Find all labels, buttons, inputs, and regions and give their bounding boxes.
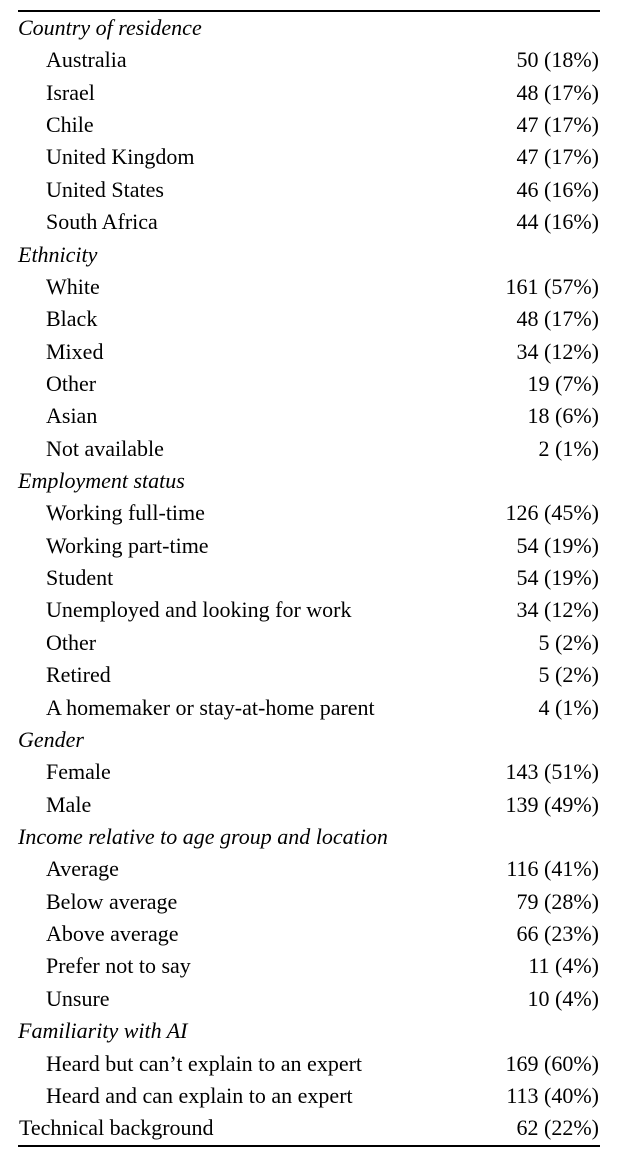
table-row-label: Prefer not to say — [18, 950, 481, 982]
table-row-label: Retired — [18, 659, 481, 691]
section-header-value — [481, 821, 600, 853]
table-row-label: Female — [18, 756, 481, 788]
table-row-value: 10 (4%) — [481, 983, 600, 1015]
table-row-value: 18 (6%) — [481, 400, 600, 432]
table-row-label: Male — [18, 789, 481, 821]
table-row-value: 113 (40%) — [481, 1080, 600, 1112]
table-row-value: 161 (57%) — [481, 271, 600, 303]
table-row-value: 116 (41%) — [481, 853, 600, 885]
table-row-value: 47 (17%) — [481, 109, 600, 141]
table-row-label: United Kingdom — [18, 141, 481, 173]
demographics-table-container: Country of residenceAustralia50 (18%)Isr… — [0, 0, 618, 1157]
table-row-value: 19 (7%) — [481, 368, 600, 400]
section-header-value — [481, 465, 600, 497]
table-row-value: 5 (2%) — [481, 659, 600, 691]
section-header: Ethnicity — [18, 239, 481, 271]
table-row-label: Working part-time — [18, 530, 481, 562]
table-row-label: Below average — [18, 886, 481, 918]
section-header: Employment status — [18, 465, 481, 497]
table-row-value: 126 (45%) — [481, 497, 600, 529]
table-row-value: 5 (2%) — [481, 627, 600, 659]
table-row-value: 50 (18%) — [481, 44, 600, 76]
demographics-table: Country of residenceAustralia50 (18%)Isr… — [18, 10, 600, 1147]
table-row-value: 46 (16%) — [481, 174, 600, 206]
final-row-value: 62 (22%) — [481, 1112, 600, 1145]
table-row-label: Above average — [18, 918, 481, 950]
table-row-value: 4 (1%) — [481, 692, 600, 724]
table-row-value: 48 (17%) — [481, 303, 600, 335]
table-row-value: 34 (12%) — [481, 594, 600, 626]
table-row-value: 47 (17%) — [481, 141, 600, 173]
table-row-value: 2 (1%) — [481, 433, 600, 465]
table-row-label: Heard and can explain to an expert — [18, 1080, 481, 1112]
table-row-label: Student — [18, 562, 481, 594]
demographics-table-body: Country of residenceAustralia50 (18%)Isr… — [18, 11, 600, 1146]
table-row-label: Chile — [18, 109, 481, 141]
table-row-label: Average — [18, 853, 481, 885]
table-row-value: 44 (16%) — [481, 206, 600, 238]
table-row-label: Mixed — [18, 336, 481, 368]
table-row-label: Unemployed and looking for work — [18, 594, 481, 626]
table-row-label: Israel — [18, 77, 481, 109]
table-row-label: White — [18, 271, 481, 303]
section-header: Gender — [18, 724, 481, 756]
table-row-label: Other — [18, 368, 481, 400]
table-row-label: South Africa — [18, 206, 481, 238]
table-row-label: A homemaker or stay-at-home parent — [18, 692, 481, 724]
table-row-label: United States — [18, 174, 481, 206]
table-row-value: 79 (28%) — [481, 886, 600, 918]
table-row-value: 143 (51%) — [481, 756, 600, 788]
section-header-value — [481, 1015, 600, 1047]
section-header-value — [481, 239, 600, 271]
table-row-value: 48 (17%) — [481, 77, 600, 109]
table-row-label: Black — [18, 303, 481, 335]
section-header-value — [481, 11, 600, 44]
table-row-value: 54 (19%) — [481, 562, 600, 594]
table-row-label: Australia — [18, 44, 481, 76]
table-row-label: Heard but can’t explain to an expert — [18, 1048, 481, 1080]
table-row-label: Working full-time — [18, 497, 481, 529]
table-row-label: Other — [18, 627, 481, 659]
table-row-value: 66 (23%) — [481, 918, 600, 950]
table-row-value: 34 (12%) — [481, 336, 600, 368]
final-row-label: Technical background — [18, 1112, 481, 1145]
table-row-label: Unsure — [18, 983, 481, 1015]
table-row-value: 139 (49%) — [481, 789, 600, 821]
table-row-label: Asian — [18, 400, 481, 432]
table-row-value: 54 (19%) — [481, 530, 600, 562]
table-row-value: 11 (4%) — [481, 950, 600, 982]
section-header-value — [481, 724, 600, 756]
section-header: Country of residence — [18, 11, 481, 44]
table-row-label: Not available — [18, 433, 481, 465]
table-row-value: 169 (60%) — [481, 1048, 600, 1080]
section-header: Income relative to age group and locatio… — [18, 821, 481, 853]
section-header: Familiarity with AI — [18, 1015, 481, 1047]
